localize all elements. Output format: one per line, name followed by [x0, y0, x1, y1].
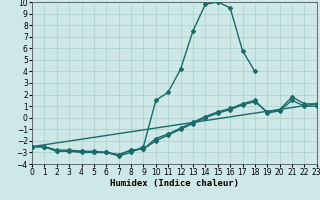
- X-axis label: Humidex (Indice chaleur): Humidex (Indice chaleur): [110, 179, 239, 188]
